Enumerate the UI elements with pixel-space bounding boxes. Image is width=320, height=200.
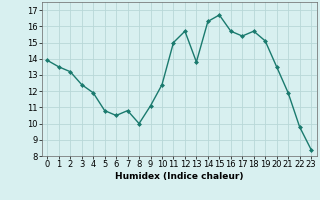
X-axis label: Humidex (Indice chaleur): Humidex (Indice chaleur): [115, 172, 244, 181]
